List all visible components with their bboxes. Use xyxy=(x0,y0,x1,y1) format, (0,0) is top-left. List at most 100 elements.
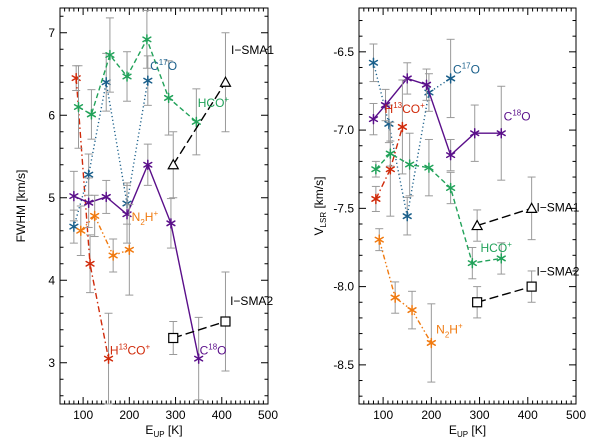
x-tick-label: 400 xyxy=(212,408,232,422)
star-stroke xyxy=(108,252,118,259)
series-hco xyxy=(73,9,202,156)
data-point xyxy=(426,337,436,349)
data-point xyxy=(101,191,111,203)
plot-frame xyxy=(358,7,577,405)
series-isma2 xyxy=(168,271,231,372)
x-tick-label: 100 xyxy=(73,408,93,422)
star-stroke xyxy=(404,161,415,168)
star-stroke xyxy=(166,220,176,227)
annotation-c17o: C17O xyxy=(150,58,177,73)
star-stroke xyxy=(445,152,456,159)
data-point xyxy=(368,57,379,69)
annotation-h13co: H13CO+ xyxy=(385,101,426,116)
x-tick-label: 200 xyxy=(119,408,139,422)
series-line xyxy=(172,81,227,166)
y-tick-label: 7 xyxy=(48,26,55,40)
data-point xyxy=(163,92,174,104)
x-tick-label: 500 xyxy=(566,408,586,422)
plot-frame xyxy=(59,7,269,405)
series-isma1 xyxy=(167,32,232,199)
data-point xyxy=(371,193,381,205)
star-stroke xyxy=(84,171,94,178)
star-stroke xyxy=(101,79,111,86)
data-point xyxy=(390,292,400,303)
star-stroke xyxy=(69,223,79,230)
star-stroke xyxy=(143,77,153,84)
data-point xyxy=(470,127,480,139)
data-point xyxy=(86,109,97,120)
data-point xyxy=(90,210,100,222)
data-point xyxy=(105,49,115,61)
series-line xyxy=(372,77,502,157)
star-stroke xyxy=(371,195,381,202)
data-point xyxy=(69,221,79,232)
data-point xyxy=(525,202,538,213)
y-tick-label: 4 xyxy=(48,273,55,287)
data-point xyxy=(142,34,152,45)
series-line xyxy=(78,37,197,123)
star-stroke xyxy=(191,118,202,125)
data-point xyxy=(385,148,395,159)
star-stroke xyxy=(407,307,417,314)
data-point xyxy=(194,353,204,364)
star-stroke xyxy=(73,104,84,110)
y-tick-label: 5 xyxy=(48,191,55,205)
series-c18o xyxy=(69,143,204,401)
data-point xyxy=(69,190,79,202)
annotation-n2h: N2H+ xyxy=(436,322,463,340)
series-isma1 xyxy=(471,176,538,242)
annotation-n2h: N2H+ xyxy=(132,209,159,227)
star-stroke xyxy=(397,123,408,130)
series-n2h xyxy=(374,228,436,383)
x-tick-label: 300 xyxy=(470,408,490,422)
y-axis-label: VLSR [km/s] xyxy=(312,177,328,236)
annotation-c17o: C17O xyxy=(453,62,480,77)
data-point xyxy=(371,163,381,175)
x-tick-label: 100 xyxy=(373,408,393,422)
star-stroke xyxy=(424,164,434,171)
annotation-hco: HCO+ xyxy=(481,240,513,255)
star-stroke xyxy=(86,111,97,118)
annotation-isma1: I−SMA1 xyxy=(231,43,274,57)
chart-panel-1: 100 200 300 400 500 3 4 5 6 7 EUP [K] FWHM [km/s] I−… xyxy=(14,7,278,437)
chart-panel-2: 100 200 300 400 500 -6.5 -7.0 -7.5 -8.0 -8.5 EUP [… xyxy=(312,7,586,437)
series-n2h xyxy=(76,194,134,296)
x-axis-label: EUP [K] xyxy=(145,423,182,437)
star-stroke xyxy=(385,150,395,157)
annotation-hco: HCO+ xyxy=(198,95,230,110)
star-stroke xyxy=(143,161,153,168)
data-point xyxy=(445,149,456,161)
data-point xyxy=(467,257,477,269)
annotation-h13co: H13CO+ xyxy=(110,343,151,358)
star-stroke xyxy=(124,246,134,253)
data-point xyxy=(374,234,384,245)
data-point xyxy=(143,75,153,86)
y-tick-label: 3 xyxy=(48,356,55,370)
series-line xyxy=(73,80,149,227)
data-point xyxy=(471,219,484,231)
annotation-isma1: I−SMA1 xyxy=(536,200,579,214)
data-point xyxy=(424,162,434,173)
star-stroke xyxy=(385,166,395,173)
annotation-c18o: C18O xyxy=(200,343,227,358)
series-c18o xyxy=(368,62,506,181)
y-axis-label: FWHM [km/s] xyxy=(14,170,28,243)
data-point xyxy=(368,113,379,125)
data-point xyxy=(167,158,180,170)
data-point xyxy=(143,159,153,170)
series-line xyxy=(476,285,532,303)
series-h13co xyxy=(371,79,408,217)
star-stroke xyxy=(90,212,100,219)
star-stroke xyxy=(426,339,436,346)
annotation-isma2: I−SMA2 xyxy=(536,265,579,279)
data-point xyxy=(496,253,506,264)
data-point xyxy=(526,281,537,292)
data-point xyxy=(404,159,415,170)
annotation-c18o: C18O xyxy=(504,109,531,124)
star-stroke xyxy=(496,130,506,137)
data-point xyxy=(84,197,94,208)
series-c17o xyxy=(368,38,456,236)
data-point xyxy=(421,79,432,90)
data-point xyxy=(191,116,202,128)
